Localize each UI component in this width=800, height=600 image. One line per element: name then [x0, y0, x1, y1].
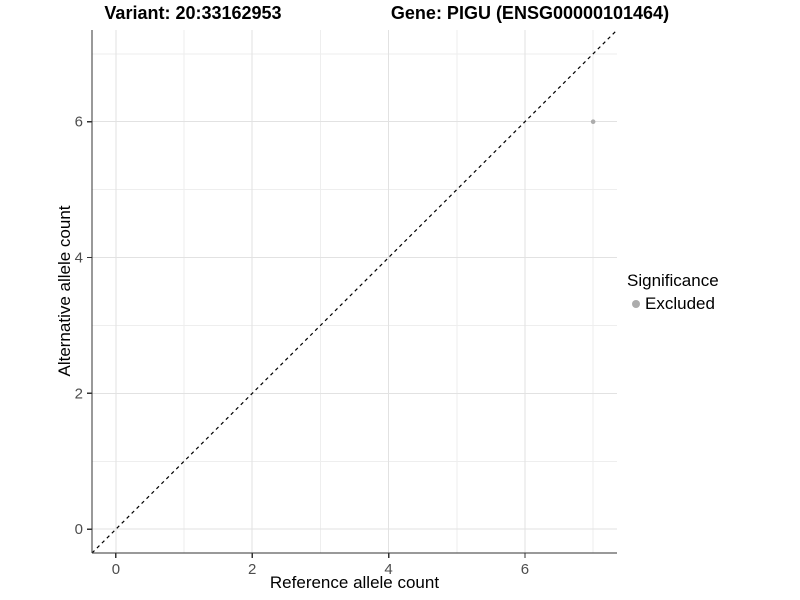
y-tick-label: 6 [75, 114, 83, 131]
data-point [590, 119, 596, 124]
y-tick-label: 2 [75, 385, 83, 402]
x-tick-label: 4 [384, 561, 392, 578]
gene-title: Gene: PIGU (ENSG00000101464) [390, 3, 670, 23]
legend-title: Significance [627, 271, 719, 290]
legend: Significance Excluded [627, 271, 719, 314]
legend-item-label: Excluded [645, 294, 715, 313]
identity-line [91, 29, 618, 554]
x-axis-title: Reference allele count [269, 573, 440, 592]
x-tick-label: 0 [112, 561, 120, 578]
variant-title: Variant: 20:33162953 [104, 3, 282, 23]
x-tick-label: 2 [248, 561, 256, 578]
legend-point-icon [632, 300, 640, 308]
y-tick-label: 0 [75, 521, 83, 538]
y-tick-label: 4 [75, 250, 83, 267]
y-axis-title: Alternative allele count [55, 205, 74, 377]
legend-item-excluded: Excluded [627, 294, 719, 314]
x-tick-label: 6 [521, 561, 529, 578]
